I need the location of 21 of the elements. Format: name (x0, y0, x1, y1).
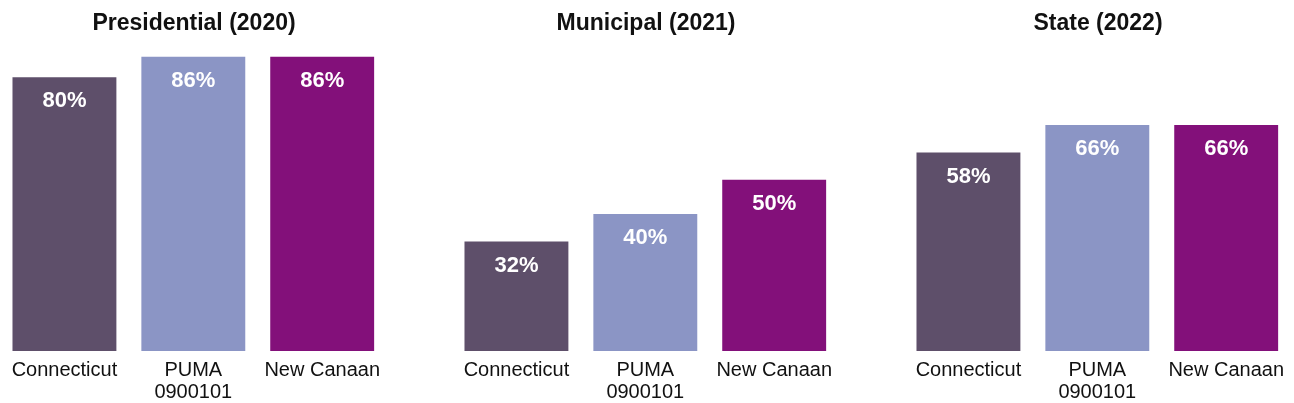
data-label: 58% (946, 162, 991, 188)
x-tick-label: PUMA 0900101 (606, 357, 685, 402)
data-label: 80% (42, 87, 87, 113)
chart-title: State (2022) (1033, 9, 1163, 36)
data-label: 40% (623, 224, 668, 250)
chart-title: Municipal (2021) (556, 9, 736, 36)
x-tick-label: New Canaan (716, 357, 832, 380)
data-label: 32% (494, 251, 539, 277)
x-tick-label: PUMA 0900101 (154, 357, 233, 402)
data-label: 86% (171, 66, 216, 92)
x-tick-label: Connecticut (11, 357, 118, 380)
x-tick-label: Connecticut (915, 357, 1022, 380)
data-label: 66% (1075, 135, 1120, 161)
data-label: 66% (1204, 135, 1249, 161)
x-tick-label: Connecticut (463, 357, 570, 380)
x-tick-label: New Canaan (1168, 357, 1284, 380)
data-label: 86% (300, 66, 345, 92)
x-tick-label: New Canaan (264, 357, 380, 380)
chart-title: Presidential (2020) (92, 9, 296, 36)
data-label: 50% (752, 189, 797, 215)
x-tick-label: PUMA 0900101 (1058, 357, 1137, 402)
